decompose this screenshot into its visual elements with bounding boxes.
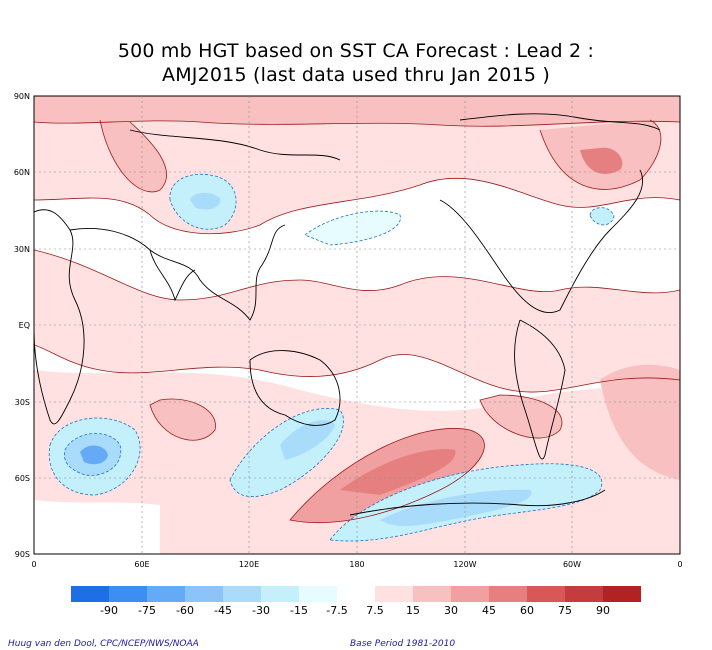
legend-swatch <box>337 586 375 602</box>
central-asia-positive <box>100 120 167 192</box>
credit-author: Huug van den Dool, CPC/NCEP/NWS/NOAA <box>8 639 199 649</box>
legend-tick-label: 7.5 <box>366 604 384 617</box>
legend-tick-label: 75 <box>558 604 572 617</box>
north-america-core <box>580 147 623 174</box>
legend-swatch <box>223 586 261 602</box>
legend-swatch <box>71 586 109 602</box>
lat-label-30s: 30S <box>15 398 30 407</box>
legend-swatch <box>375 586 413 602</box>
legend-tick-label: 15 <box>406 604 420 617</box>
anomaly-shading <box>34 96 680 554</box>
legend-tick-label: 90 <box>596 604 610 617</box>
legend-swatch <box>603 586 641 602</box>
legend-swatch <box>527 586 565 602</box>
lat-label-30n: 30N <box>14 245 30 254</box>
legend-tick-label: -45 <box>214 604 232 617</box>
lon-label-60e: 60E <box>134 560 149 569</box>
lat-label-60s: 60S <box>15 474 30 483</box>
antarctic-white <box>34 500 160 554</box>
lon-label-120e: 120E <box>239 560 259 569</box>
legend-swatch <box>185 586 223 602</box>
legend-tick-label: 30 <box>444 604 458 617</box>
lat-label-60n: 60N <box>14 168 30 177</box>
credit-base-period: Base Period 1981-2010 <box>350 639 456 649</box>
color-legend-labels: -90 -75 -60 -45 -30 -15 -7.5 7.5 15 30 45 60 75 90 <box>100 604 610 617</box>
legend-swatch <box>413 586 451 602</box>
legend-swatch <box>109 586 147 602</box>
map-title-line1: 500 mb HGT based on SST CA Forecast : Le… <box>117 40 595 62</box>
legend-swatch <box>451 586 489 602</box>
tasman-negative-core <box>280 420 335 460</box>
legend-tick-label: 60 <box>520 604 534 617</box>
color-legend <box>71 586 641 602</box>
legend-swatch <box>299 586 337 602</box>
lat-label-90n: 90N <box>14 92 30 101</box>
positive-contours <box>34 119 680 523</box>
south-atlantic-positive <box>600 364 680 480</box>
map-title-line2: AMJ2015 (last data used thru Jan 2015 ) <box>162 64 550 86</box>
pacific-south-core <box>340 449 456 495</box>
legend-tick-label: -7.5 <box>326 604 347 617</box>
negative-contours <box>48 173 615 542</box>
lat-label-eq: EQ <box>19 321 30 330</box>
legend-swatch <box>261 586 299 602</box>
lon-label-0-left: 0 <box>31 560 36 569</box>
legend-tick-label: -90 <box>100 604 118 617</box>
legend-tick-label: 45 <box>482 604 496 617</box>
lon-label-120w: 120W <box>453 560 476 569</box>
north-atlantic-negative <box>590 207 614 225</box>
legend-swatch <box>147 586 185 602</box>
graticule <box>34 96 680 554</box>
south-america-positive <box>480 395 562 439</box>
siberia-negative-core <box>190 192 221 210</box>
legend-tick-label: -60 <box>176 604 194 617</box>
legend-tick-label: -75 <box>138 604 156 617</box>
lon-label-60w: 60W <box>563 560 581 569</box>
legend-swatch <box>565 586 603 602</box>
south-indian-negative-core <box>80 445 108 465</box>
legend-tick-label: -15 <box>290 604 308 617</box>
lon-label-180: 180 <box>349 560 364 569</box>
coastlines <box>34 113 661 516</box>
antarctic-negative-core <box>380 489 532 526</box>
lon-label-0-right: 0 <box>677 560 682 569</box>
lat-label-90s: 90S <box>15 550 30 559</box>
legend-swatch <box>489 586 527 602</box>
legend-tick-label: -30 <box>252 604 270 617</box>
north-pacific-negative <box>305 211 401 245</box>
